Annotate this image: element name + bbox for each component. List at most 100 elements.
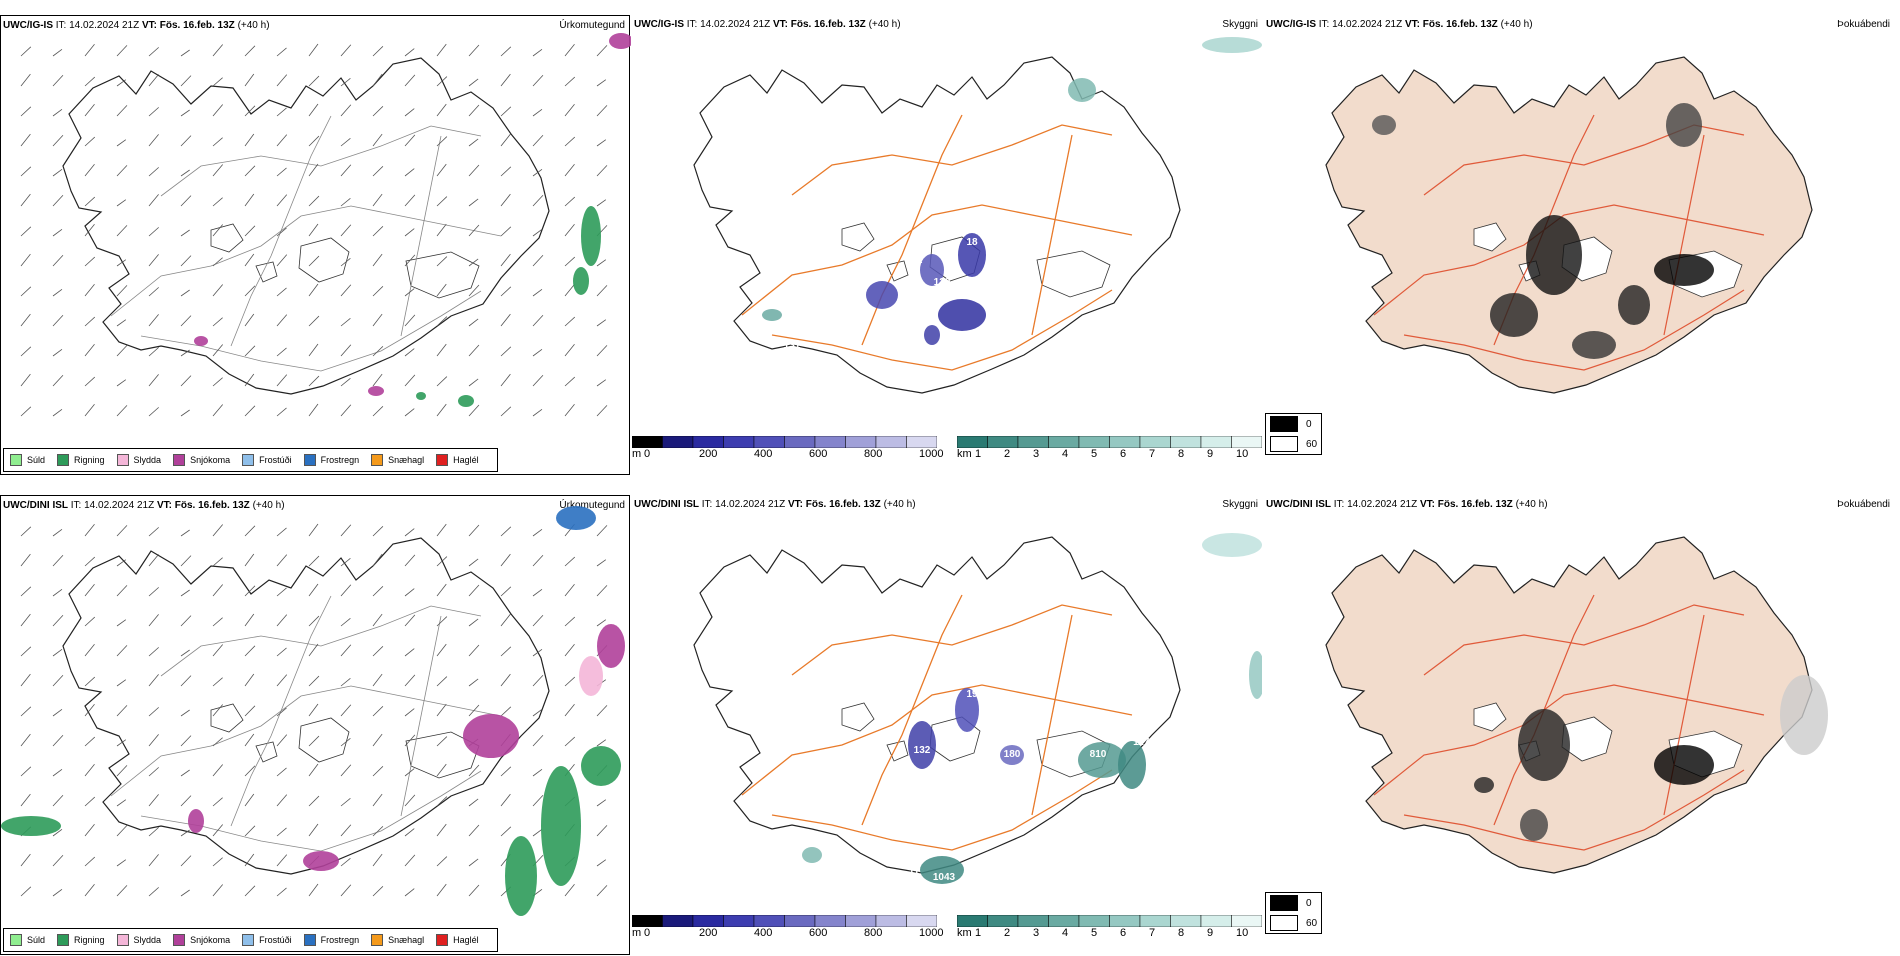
colorbar-segment	[692, 915, 724, 927]
colorbar-tick: 800	[864, 927, 883, 939]
colorbar-segment	[845, 436, 877, 448]
colorbar-tick: 10	[1236, 927, 1249, 939]
panel-header: UWC/IG-IS IT: 14.02.2024 21Z VT: Fös. 16…	[634, 19, 901, 30]
colorbar-tick: 1	[975, 927, 982, 939]
colorbar-tick: 200	[699, 927, 718, 939]
visibility-colorbar	[957, 915, 1262, 927]
colorbar-tick: 2	[1004, 927, 1011, 939]
colorbar-tick: 0	[644, 927, 651, 939]
colorbar-segment	[1017, 915, 1049, 927]
ceiling-label: 11	[909, 867, 920, 878]
panel-title: Skyggni	[1222, 499, 1258, 510]
legend-item: Frostúði	[242, 934, 292, 946]
fog-legend-label: 60	[1306, 917, 1318, 929]
fog-legend-label: 0	[1306, 418, 1312, 430]
fog-panel-top: UWC/IG-IS IT: 14.02.2024 21Z VT: Fös. 16…	[1264, 15, 1894, 475]
panel-title: Þokuábendi	[1837, 19, 1890, 30]
legend-swatch	[173, 934, 186, 946]
fog-index-legend: 0 60	[1265, 413, 1322, 455]
legend-swatch	[116, 454, 129, 466]
legend-label: Snæhagl	[388, 455, 425, 465]
legend-label: Súld	[27, 455, 46, 465]
legend-item: Frostregn	[303, 934, 359, 946]
colorbar-group-top: m 0 200 400 600 800 1000 km 1 2 3 4 5 6 7 8 9 10	[632, 434, 1332, 464]
colorbar-segment	[906, 436, 937, 448]
colorbar-segment	[1109, 915, 1141, 927]
legend-label: Frostúði	[259, 455, 292, 465]
colorbar-tick: 2	[1004, 448, 1011, 460]
colorbar-tick: 5	[1091, 448, 1098, 460]
ceiling-label: 1043	[933, 872, 956, 883]
legend-item: Haglél	[436, 934, 479, 946]
colorbar-tick: 1000	[919, 927, 944, 939]
colorbar-tick: 9	[1207, 927, 1214, 939]
colorbar-segment	[784, 915, 816, 927]
ceiling-colorbar	[632, 915, 937, 927]
legend-item: Snæhagl	[371, 454, 424, 466]
colorbar-tick: 9	[1207, 448, 1214, 460]
colorbar-segment	[1200, 915, 1232, 927]
panel-title: Úrkomutegund	[559, 20, 625, 31]
ceiling-label: 1177	[1133, 737, 1155, 748]
legend-label: Súld	[27, 935, 46, 945]
visibility-colorbar-labels: km 1 2 3 4 5 6 7 8 9 10	[957, 927, 1262, 941]
fog-legend-row: 0	[1266, 893, 1321, 913]
colorbar-segment	[1231, 915, 1262, 927]
legend-swatch	[116, 934, 129, 946]
colorbar-segment	[814, 436, 846, 448]
ceiling-label: 19	[966, 689, 978, 700]
panel-header: UWC/IG-IS IT: 14.02.2024 21Z VT: Fös. 16…	[3, 20, 270, 31]
ceiling-label: 810	[1090, 749, 1107, 760]
fog-legend-row: 60	[1266, 913, 1321, 933]
fog-legend-row: 60	[1266, 434, 1321, 454]
panel-header: UWC/IG-IS IT: 14.02.2024 21Z VT: Fös. 16…	[1266, 19, 1533, 30]
colorbar-tick: 7	[1149, 448, 1156, 460]
fog-legend-swatch	[1270, 416, 1298, 432]
legend-item: Slydda	[116, 934, 161, 946]
legend-swatch	[303, 934, 316, 946]
colorbar-tick: 8	[1178, 927, 1185, 939]
legend-swatch	[57, 934, 70, 946]
panel-header: UWC/DINI ISL IT: 14.02.2024 21Z VT: Fös.…	[1266, 499, 1548, 510]
colorbar-segment	[1170, 436, 1202, 448]
panel-title: Þokuábendi	[1837, 499, 1890, 510]
colorbar-segment	[723, 915, 755, 927]
legend-item: Snjókoma	[173, 454, 230, 466]
legend-swatch	[242, 454, 255, 466]
legend-item: Frostregn	[303, 454, 360, 466]
precip-panel-top: UWC/IG-IS IT: 14.02.2024 21Z VT: Fös. 16…	[0, 15, 631, 475]
fog-legend-row: 0	[1266, 414, 1321, 434]
colorbar-segment	[957, 436, 988, 448]
colorbar-segment	[1231, 436, 1262, 448]
ceiling-label: 180	[1004, 749, 1021, 760]
colorbar-tick: 1000	[919, 448, 944, 460]
colorbar-segment	[987, 915, 1019, 927]
colorbar-segment	[632, 436, 663, 448]
ceiling-label: 121	[949, 349, 966, 360]
colorbar-segment	[1078, 915, 1110, 927]
colorbar-tick: 6	[1120, 927, 1127, 939]
legend-label: Frostregn	[320, 455, 360, 465]
iceland-map-visibility: 19 132 180 10 810 1177 11 1043	[693, 533, 1262, 884]
legend-label: Snjókoma	[190, 455, 231, 465]
legend-swatch	[436, 454, 449, 466]
colorbar-tick: 4	[1062, 448, 1069, 460]
fog-legend-swatch	[1270, 915, 1298, 931]
legend-item: Rigning	[57, 454, 105, 466]
colorbar-segment	[662, 436, 694, 448]
visibility-panel-bottom: UWC/DINI ISL IT: 14.02.2024 21Z VT: Fös.…	[632, 495, 1262, 955]
ceiling-colorbar-labels: m 0 200 400 600 800 1000	[632, 927, 943, 941]
colorbar-tick: 4	[1062, 927, 1069, 939]
ceiling-label: 99	[1011, 327, 1023, 338]
legend-label: Slydda	[133, 455, 162, 465]
colorbar-unit: m	[632, 448, 642, 460]
visibility-panel-top: UWC/IG-IS IT: 14.02.2024 21Z VT: Fös. 16…	[632, 15, 1262, 475]
legend-item: Snjókoma	[173, 934, 230, 946]
legend-item: Haglél	[436, 454, 479, 466]
visibility-colorbar-labels: km 1 2 3 4 5 6 7 8 9 10	[957, 448, 1262, 462]
colorbar-tick: 7	[1149, 927, 1156, 939]
colorbar-segment	[1200, 436, 1232, 448]
legend-label: Frostúði	[259, 935, 292, 945]
colorbar-tick: 0	[644, 448, 651, 460]
panel-title: Úrkomutegund	[559, 500, 625, 511]
